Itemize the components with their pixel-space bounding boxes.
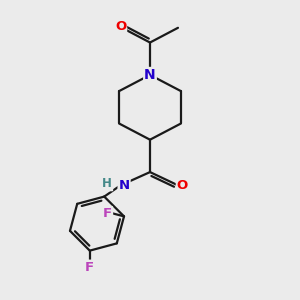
Text: N: N (144, 68, 156, 82)
Text: O: O (115, 20, 126, 33)
Text: H: H (102, 177, 112, 190)
Text: O: O (177, 179, 188, 192)
Text: F: F (85, 261, 94, 274)
Text: F: F (103, 207, 112, 220)
Text: N: N (118, 179, 130, 192)
